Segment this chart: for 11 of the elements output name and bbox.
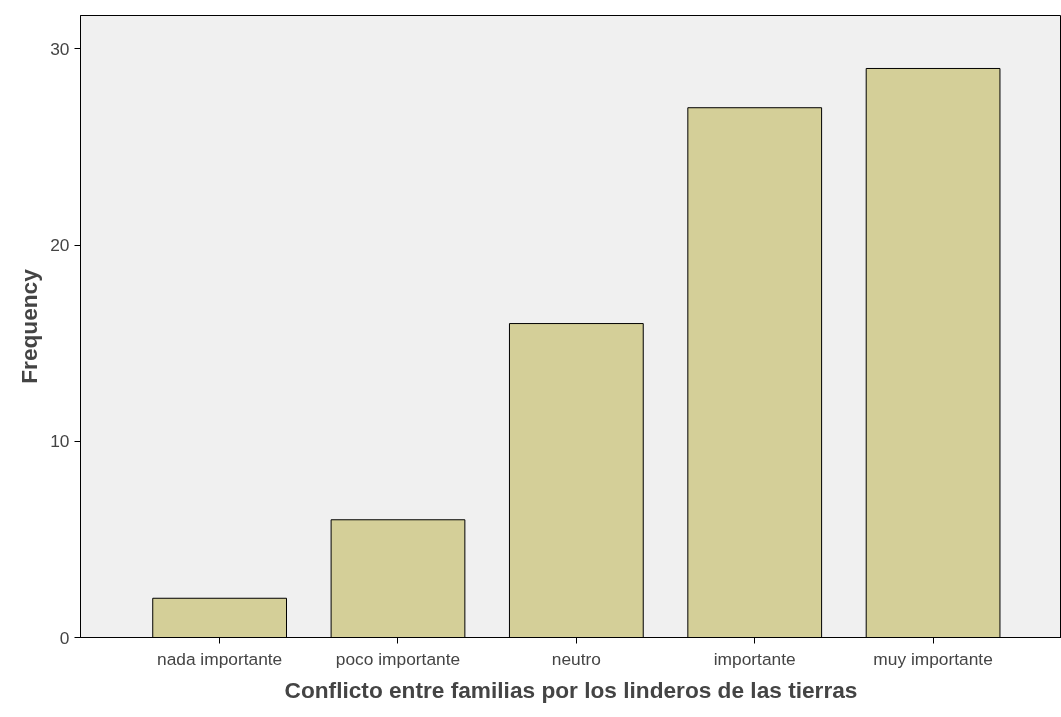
x-tick-label: nada importante (157, 648, 283, 669)
y-tick-label: 20 (50, 235, 70, 256)
y-tick-label: 30 (50, 38, 70, 59)
y-tick-label: 10 (50, 431, 70, 452)
x-tick-label: muy importante (873, 648, 993, 669)
y-tick-label: 0 (59, 627, 70, 648)
x-tick-label: importante (713, 648, 796, 669)
x-tick-label: poco importante (335, 648, 461, 669)
x-tick-label: neutro (551, 648, 601, 669)
x-axis-title: Conflicto entre familias por los linderos de las tierras (284, 676, 858, 703)
y-axis-title: Frequency (16, 268, 43, 384)
